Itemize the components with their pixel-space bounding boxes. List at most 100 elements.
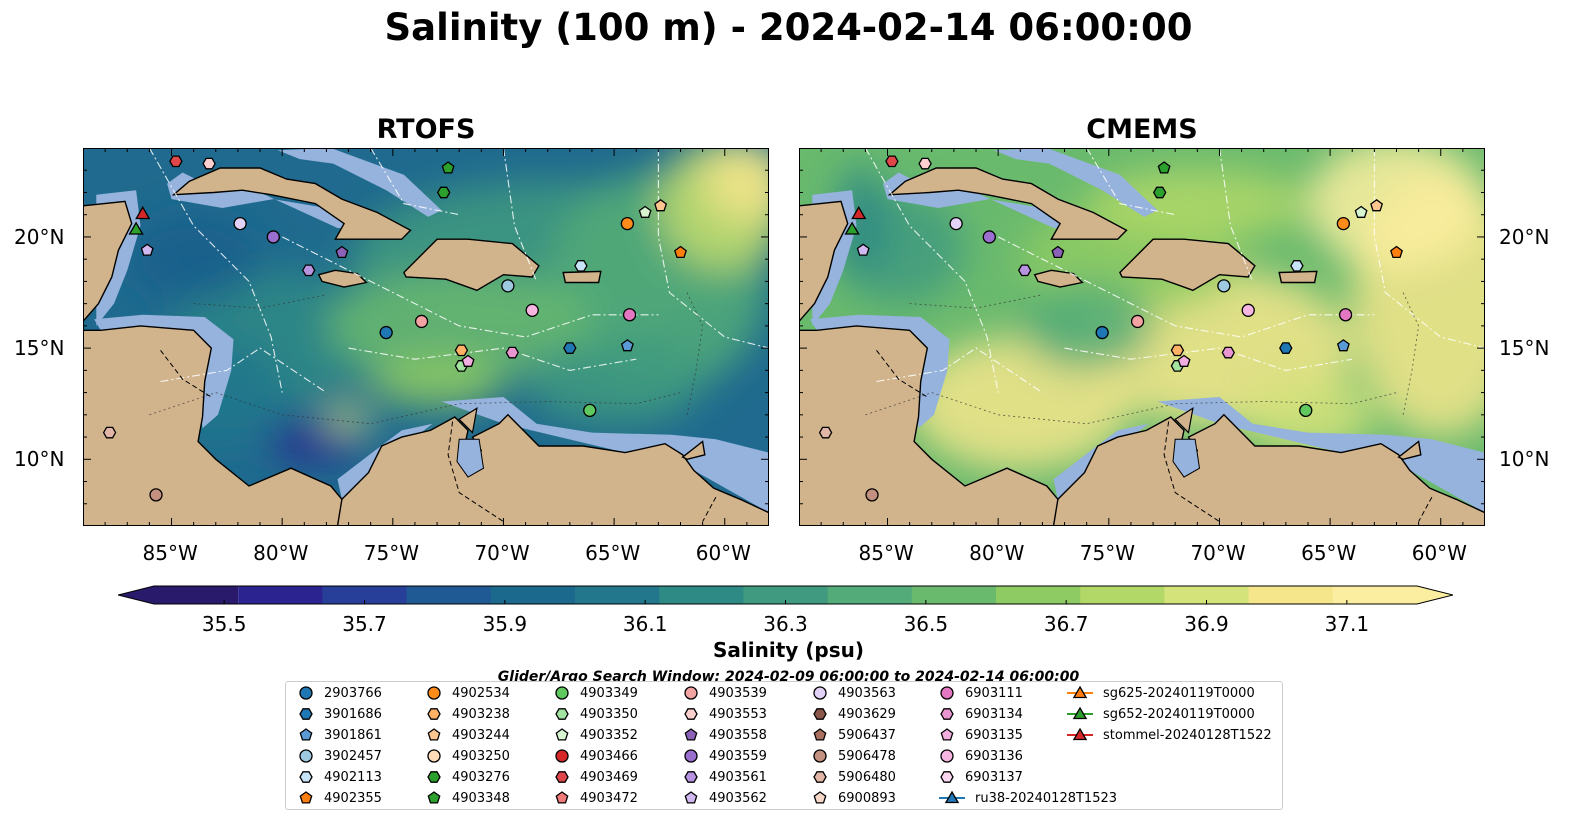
argo-float-4903558 [335,245,349,259]
legend-label: 4902113 [324,769,382,785]
legend-marker [299,686,313,700]
legend-triangle-marker [944,790,960,804]
legend-marker [684,686,698,700]
colorbar-segment [911,586,997,604]
glider-stommel-20240128T1522 [851,205,867,220]
colorbar [118,585,1453,605]
lat-tick-label-right: 20°N [1499,224,1550,249]
argo-float-4903553 [918,157,932,170]
colorbar-segment [406,586,492,604]
legend-circle-marker [299,749,313,763]
legend-pentagon-marker [427,791,441,804]
legend-label: 4903238 [452,706,510,722]
shelf-venezshelf [1157,397,1485,513]
legend-item: 3901686 [296,704,382,724]
legend-label: 6903134 [965,706,1023,722]
legend-label: 4903553 [709,706,767,722]
legend-marker [940,708,954,720]
legend-marker [555,686,569,700]
legend-item: 4903563 [810,683,896,703]
argo-float-3901861 [1336,339,1350,352]
land-yucatan [799,200,849,323]
legend-marker [555,728,569,741]
colorbar-tick-label: 36.5 [903,612,949,636]
legend-marker [813,791,827,804]
argo-float-4903276 [1152,186,1167,199]
legend-label: 4903276 [452,769,510,785]
argo-float-4903539 [414,314,429,329]
argo-float-6903111 [1338,308,1353,322]
legend-marker [427,771,441,783]
legend-circle-marker [940,686,954,700]
legend-label: 4903472 [580,790,638,806]
argo-float-6903135 [1177,354,1191,367]
bathymetry-contour [909,294,1043,309]
legend-marker [684,791,698,804]
lon-tick-label: 65°W [1301,541,1357,565]
argo-float-4903559 [266,230,280,244]
legend-pentagon-marker [427,728,441,741]
argo-float-4902355 [1390,245,1403,259]
eez-line [348,347,637,371]
eez-line [370,148,460,216]
legend-item: 4903238 [424,704,510,724]
lon-tick-label: 70°W [1190,541,1246,565]
legend-pentagon-marker [940,728,954,741]
land-southamerica [1052,413,1485,526]
colorbar-tick-label: 36.9 [1184,612,1229,636]
rtofs-map [83,148,769,526]
colorbar-segment [1164,586,1250,604]
eez-line [876,347,1043,394]
land-guajira [458,406,478,434]
legend-item: 2903766 [296,683,382,703]
panel-title-rtofs: RTOFS [376,114,476,145]
legend-circle-marker [813,749,827,763]
legend-label: 3901861 [324,727,382,743]
argo-float-4903553 [202,157,216,170]
argo-float-3902457 [1217,279,1231,293]
colorbar-tick-label: 36.7 [1043,612,1089,636]
country-border [702,496,717,522]
argo-float-5906480 [818,426,833,439]
legend-item: 6903134 [937,704,1023,724]
legend-marker [555,791,569,804]
legend-item: 4903350 [552,704,638,724]
legend-marker [813,708,827,720]
legend-hexagon-marker [427,771,441,783]
land-cuba [887,167,1128,240]
legend-label: 4903559 [709,748,767,764]
legend-marker [940,728,954,741]
argo-float-6903136 [525,303,539,317]
argo-float-4903349 [583,403,597,418]
map-frame [799,148,1485,526]
lat-tick-label-right: 10°N [1499,447,1550,472]
eez-line [1086,148,1176,216]
colorbar-segment [743,586,829,604]
legend-marker [555,749,569,763]
legend-item: 4903561 [681,767,767,787]
bathymetry-contour [865,392,1397,425]
legend-marker [299,728,313,741]
land-puertorico [1278,270,1318,284]
colorbar-tick-label: 36.1 [622,612,668,636]
legend-triangle-marker [1072,685,1088,699]
argo-float-3901686 [563,342,577,354]
legend-circle-marker [684,686,698,700]
legend-hexagon-marker [555,708,569,720]
eez-line [1218,148,1254,282]
legend-label: 4903348 [452,790,510,806]
legend-label: 2903766 [324,685,382,701]
country-border [160,349,212,398]
lake-maracaibo [1172,438,1201,478]
legend-marker [684,771,698,783]
argo-float-4903561 [1017,264,1032,277]
legend-pentagon-marker [555,728,569,741]
legend-label: 4902355 [324,790,382,806]
legend-marker [299,749,313,763]
colorbar-segment [1332,586,1453,604]
lon-tick-label: 80°W [253,541,309,565]
lon-tick-label: 80°W [969,541,1025,565]
eez-line [864,148,999,393]
argo-float-4903469 [885,155,899,168]
panel-title-cmems: CMEMS [1086,114,1198,145]
